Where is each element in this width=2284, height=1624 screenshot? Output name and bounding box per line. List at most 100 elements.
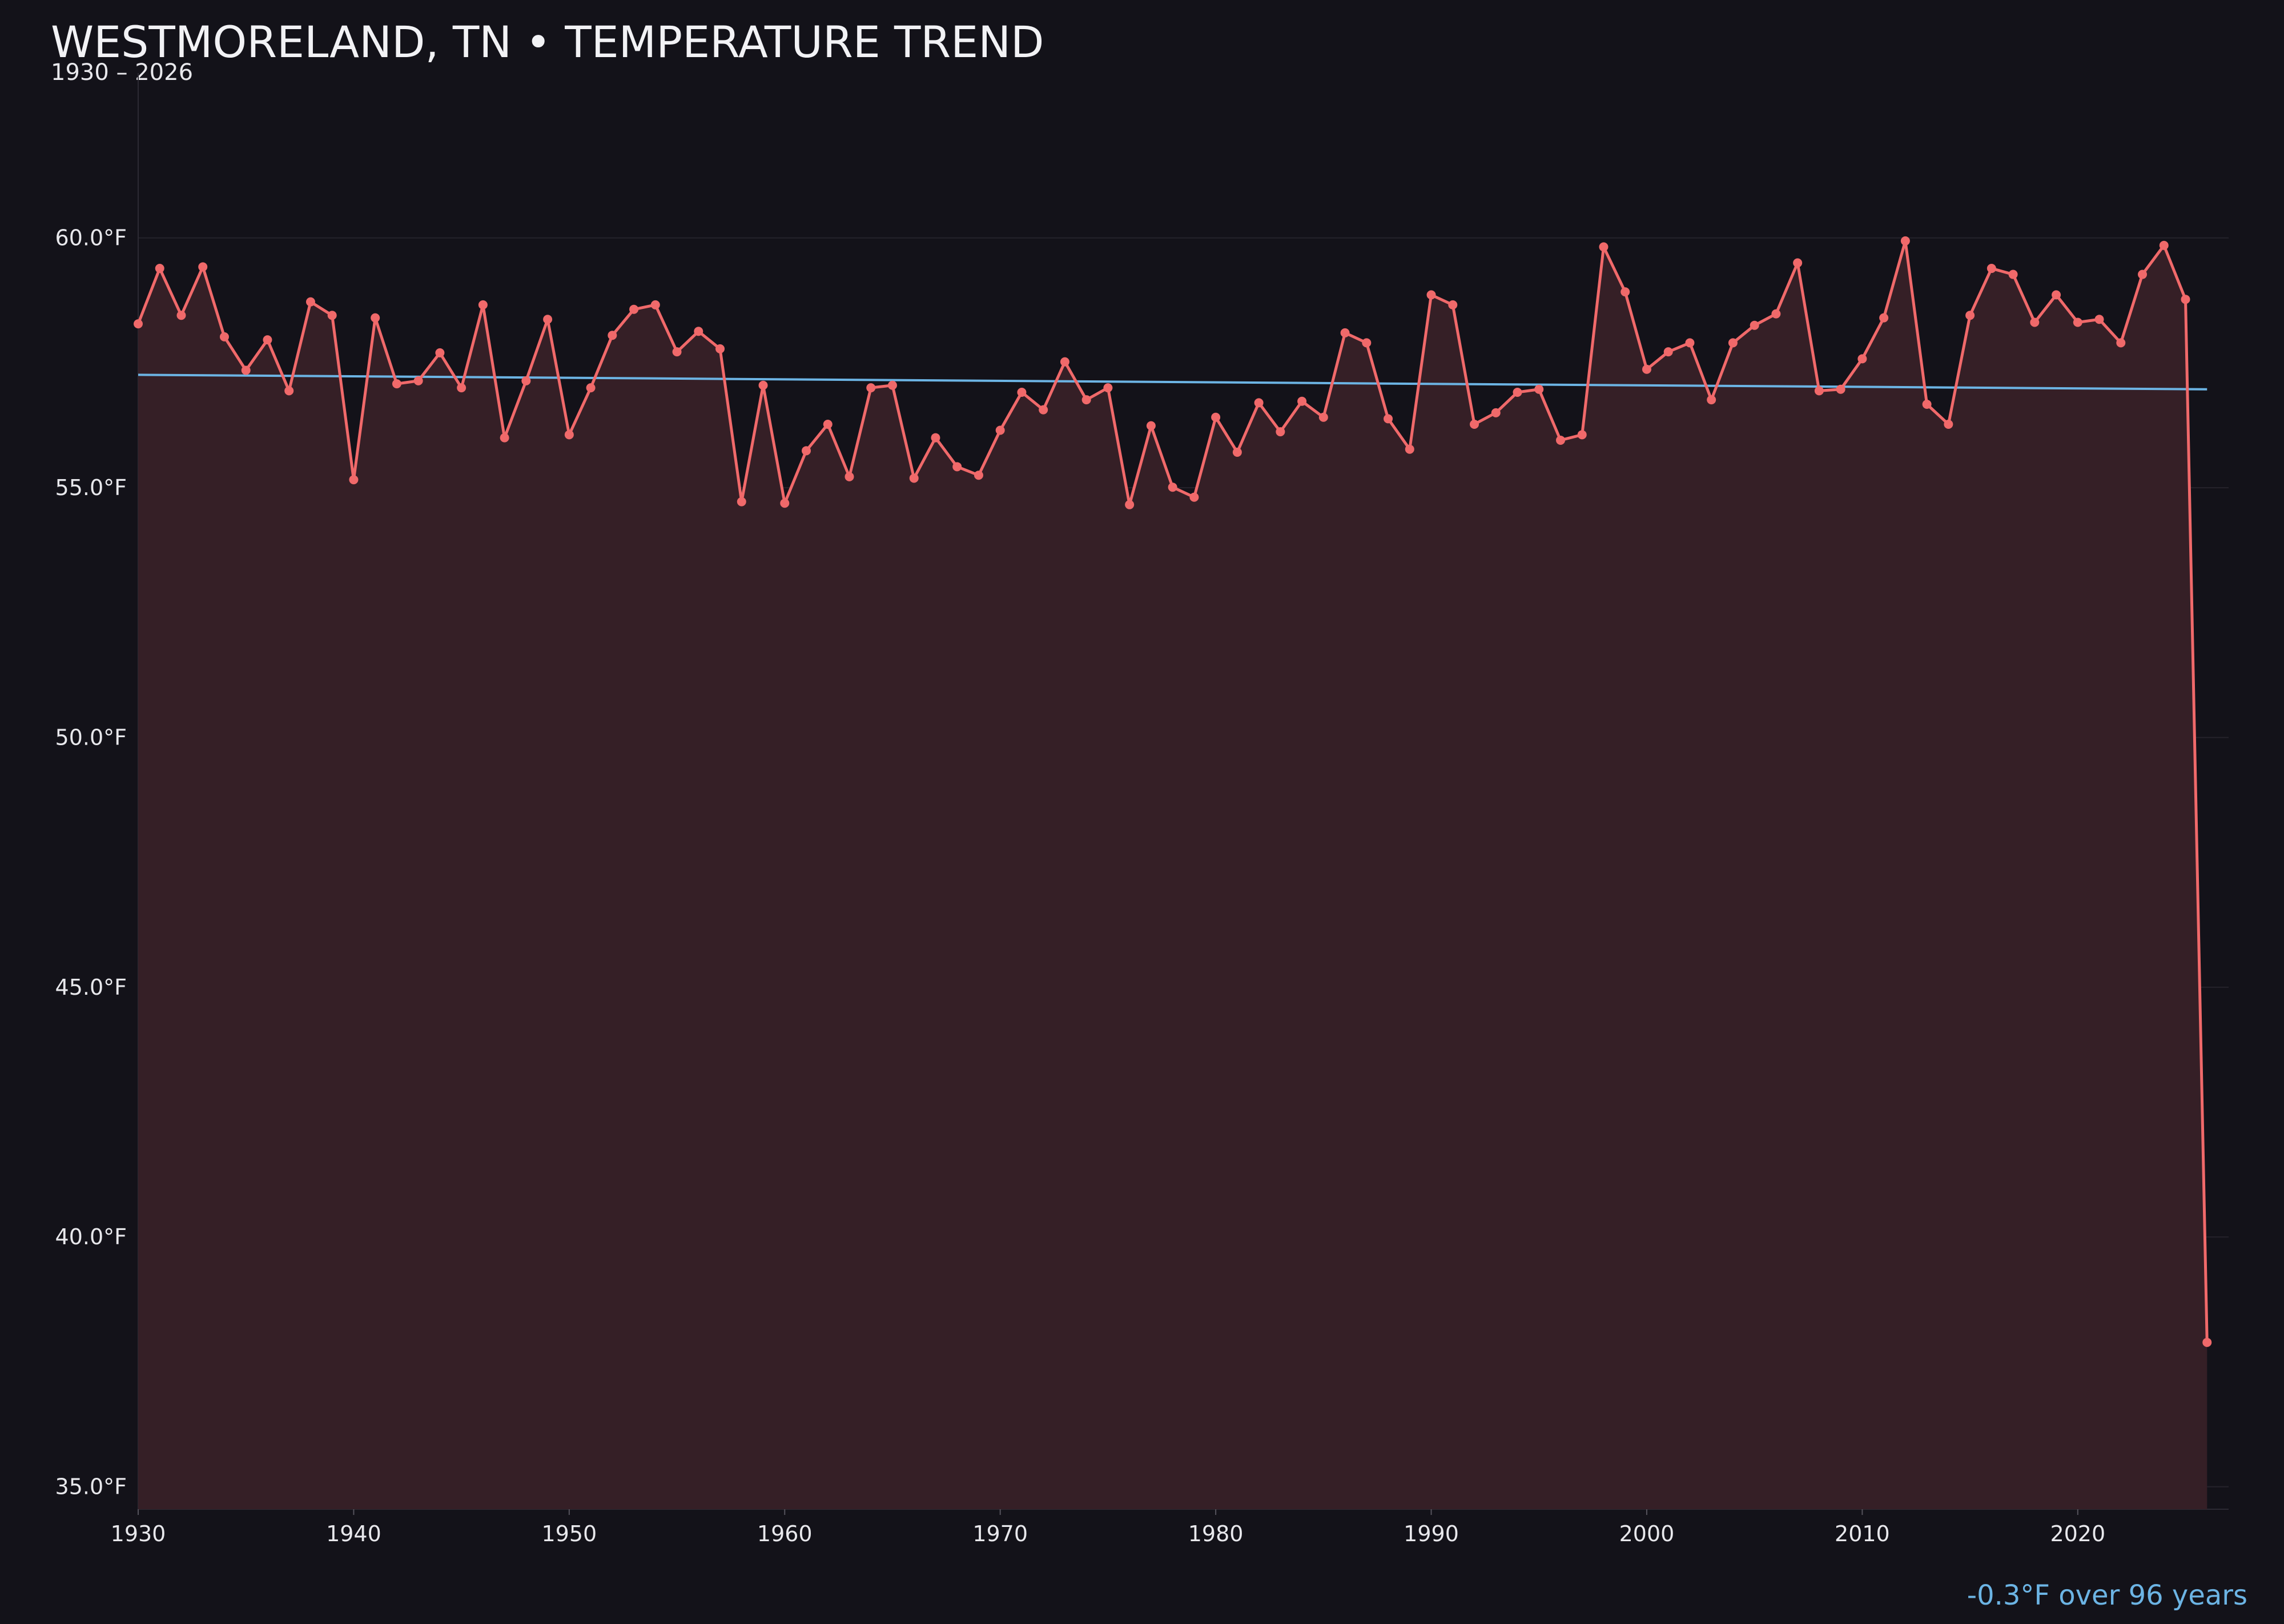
data-point: [564, 430, 574, 440]
data-point: [2181, 295, 2190, 304]
data-point: [1060, 357, 1069, 367]
data-point: [134, 319, 143, 329]
data-point: [2008, 270, 2018, 279]
data-point: [543, 315, 553, 324]
data-point: [1146, 421, 1156, 431]
data-point: [694, 327, 703, 336]
x-tick-label: 1950: [541, 1521, 597, 1546]
data-point: [2073, 317, 2082, 327]
data-point: [1211, 412, 1221, 422]
data-point: [629, 304, 639, 314]
data-point: [1513, 387, 1522, 397]
data-point: [1922, 399, 1932, 409]
data-point: [521, 376, 531, 385]
data-point: [1620, 287, 1630, 297]
data-point: [263, 335, 272, 345]
data-point: [1017, 387, 1027, 397]
data-point: [1555, 435, 1565, 445]
data-point: [995, 425, 1005, 435]
data-point: [1836, 384, 1845, 394]
x-tick-label: 2000: [1619, 1521, 1675, 1546]
y-tick-label: 45.0°F: [55, 975, 127, 1000]
x-tick-label: 1940: [326, 1521, 381, 1546]
data-point: [650, 300, 660, 309]
data-point: [392, 379, 401, 389]
data-point: [176, 311, 186, 320]
data-point: [1039, 405, 1048, 415]
data-point: [1663, 347, 1673, 357]
data-point: [1814, 386, 1824, 396]
data-point: [457, 383, 467, 393]
x-tick-label: 1980: [1188, 1521, 1244, 1546]
data-point: [327, 311, 337, 320]
data-point: [672, 347, 682, 357]
data-point: [1857, 354, 1867, 364]
x-tick-label: 1990: [1404, 1521, 1459, 1546]
y-tick-label: 35.0°F: [55, 1474, 127, 1500]
data-point: [478, 300, 488, 309]
data-point: [2052, 290, 2061, 300]
data-point: [1707, 395, 1716, 405]
x-tick-label: 2010: [1835, 1521, 1890, 1546]
chart-subtitle: 1930 – 2026: [51, 59, 193, 86]
data-point: [1254, 398, 1264, 408]
data-point: [586, 383, 596, 393]
data-point: [1987, 264, 1996, 274]
data-point: [802, 446, 811, 456]
area: [138, 240, 2207, 1509]
data-point: [198, 262, 208, 272]
data-point: [2138, 270, 2148, 279]
data-point: [371, 313, 380, 323]
y-tick-label: 40.0°F: [55, 1224, 127, 1249]
data-point: [1081, 395, 1091, 405]
data-point: [1944, 419, 1953, 429]
data-point: [845, 472, 854, 481]
data-point: [1276, 427, 1285, 437]
data-point: [1685, 338, 1695, 348]
data-point: [305, 297, 315, 307]
data-point: [155, 264, 164, 274]
data-point: [1491, 408, 1501, 417]
data-point: [284, 386, 294, 396]
data-point: [435, 348, 445, 357]
data-point: [1771, 309, 1781, 319]
data-point: [780, 499, 790, 508]
data-point: [2116, 338, 2126, 348]
data-point: [1599, 242, 1609, 252]
data-point: [349, 475, 359, 485]
data-point: [1965, 311, 1975, 320]
data-point: [2030, 317, 2040, 327]
data-point: [1534, 384, 1544, 394]
data-point: [1900, 236, 1910, 246]
data-point: [1577, 430, 1587, 440]
data-point: [1448, 300, 1458, 309]
data-point: [909, 473, 919, 483]
y-tick-label: 55.0°F: [55, 475, 127, 500]
trend-line: [138, 373, 2207, 391]
data-point: [758, 380, 768, 390]
data-point: [2202, 1337, 2212, 1347]
data-point: [974, 471, 983, 480]
data-point: [1384, 414, 1393, 424]
data-point: [1318, 412, 1328, 422]
data-point: [715, 344, 725, 353]
x-tick-label: 1930: [111, 1521, 166, 1546]
trend-annotation: -0.3°F over 96 years: [1967, 1579, 2247, 1611]
x-tick-label: 1970: [972, 1521, 1028, 1546]
data-point: [1642, 364, 1651, 374]
data-point: [1728, 338, 1738, 348]
x-tick-label: 1960: [757, 1521, 813, 1546]
data-point: [2094, 315, 2104, 324]
data-point: [1793, 258, 1803, 268]
data-point: [823, 419, 833, 429]
data-point: [1340, 328, 1350, 337]
data-point: [1189, 492, 1199, 502]
data-point: [1297, 396, 1307, 406]
data-point: [1426, 290, 1436, 300]
data-point: [1362, 338, 1372, 348]
data-point: [413, 376, 423, 385]
data-point: [608, 331, 617, 340]
data-point: [1125, 500, 1135, 509]
